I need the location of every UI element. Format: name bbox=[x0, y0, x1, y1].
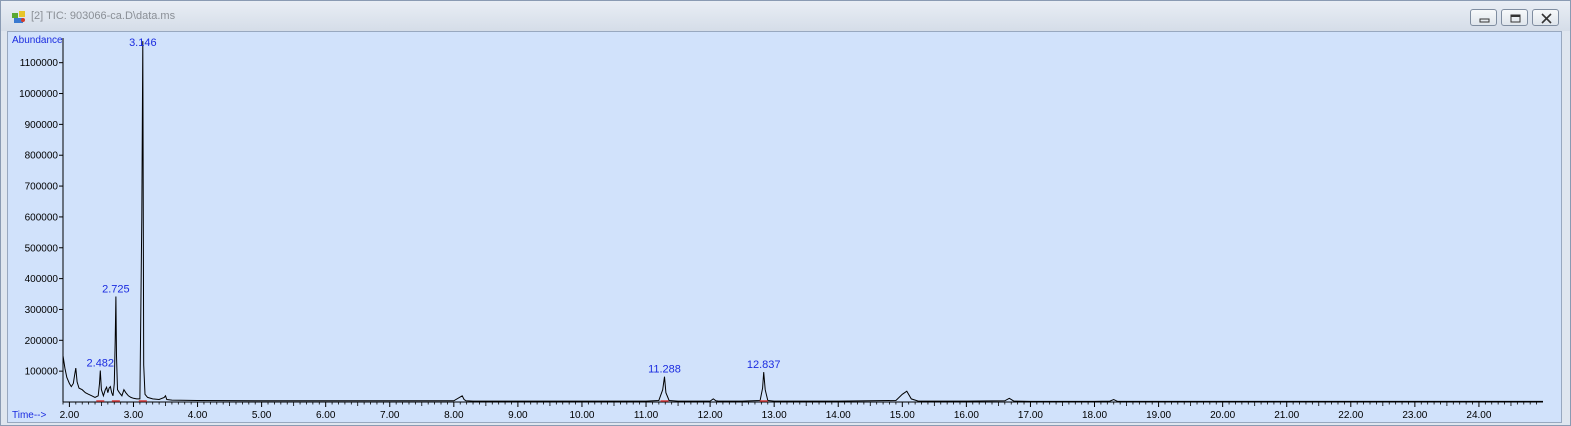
x-tick-label: 15.00 bbox=[890, 410, 915, 421]
chart-marks: 3.146 2.725 2.482 11.288 12.837 bbox=[62, 37, 1543, 402]
tic-trace-line bbox=[62, 41, 1543, 402]
y-tick-label: 800000 bbox=[25, 151, 59, 162]
x-tick-label: 18.00 bbox=[1082, 410, 1107, 421]
x-tick-label: 12.00 bbox=[698, 410, 723, 421]
x-tick-label: 22.00 bbox=[1338, 410, 1363, 421]
x-tick-label: 20.00 bbox=[1210, 410, 1235, 421]
peak-label: 12.837 bbox=[747, 359, 781, 371]
title-bar[interactable]: [2] TIC: 903066-ca.D\data.ms bbox=[1, 1, 1570, 31]
y-tick-label: 400000 bbox=[25, 274, 59, 285]
y-tick-label: 300000 bbox=[25, 305, 59, 316]
maximize-button[interactable] bbox=[1501, 9, 1528, 26]
peak-label: 11.288 bbox=[648, 364, 681, 376]
peak-label: 3.146 bbox=[129, 37, 157, 49]
y-tick-label: 600000 bbox=[25, 212, 59, 223]
y-tick-label: 500000 bbox=[25, 243, 59, 254]
y-tick-label: 1000000 bbox=[19, 89, 58, 100]
x-tick-label: 2.00 bbox=[60, 410, 80, 421]
x-tick-label: 5.00 bbox=[252, 410, 272, 421]
x-tick-label: 13.00 bbox=[762, 410, 787, 421]
x-tick-label: 4.00 bbox=[188, 410, 208, 421]
x-tick-label: 8.00 bbox=[444, 410, 464, 421]
x-tick-label: 7.00 bbox=[380, 410, 400, 421]
peak-label: 2.482 bbox=[87, 358, 115, 370]
y-tick-label: 1100000 bbox=[20, 58, 59, 69]
x-tick-label: 3.00 bbox=[124, 410, 144, 421]
x-tick-label: 14.00 bbox=[826, 410, 851, 421]
close-icon bbox=[1541, 13, 1552, 24]
x-tick-label: 17.00 bbox=[1018, 410, 1043, 421]
y-tick-label: 700000 bbox=[25, 182, 59, 193]
x-tick-label: 16.00 bbox=[954, 410, 979, 421]
x-axis-label: Time--> bbox=[12, 410, 47, 421]
x-tick-label: 24.00 bbox=[1466, 410, 1491, 421]
axes: 100000 200000 300000 400000 500000 600000 7000… bbox=[19, 38, 1543, 421]
x-tick-label: 11.00 bbox=[634, 410, 659, 421]
peak-label: 2.725 bbox=[102, 284, 130, 296]
x-tick-label: 9.00 bbox=[508, 410, 528, 421]
maximize-icon bbox=[1510, 14, 1521, 23]
chromatogram-plot-area[interactable]: 100000 200000 300000 400000 500000 600000 7000… bbox=[7, 31, 1562, 423]
minimize-button[interactable] bbox=[1470, 9, 1497, 26]
x-tick-label: 6.00 bbox=[316, 410, 336, 421]
window-title: [2] TIC: 903066-ca.D\data.ms bbox=[31, 10, 176, 22]
chromatogram-app-icon bbox=[12, 11, 25, 23]
x-tick-label: 21.00 bbox=[1274, 410, 1299, 421]
x-tick-label: 19.00 bbox=[1146, 410, 1171, 421]
x-tick-label: 10.00 bbox=[569, 410, 594, 421]
y-axis-label: Abundance bbox=[12, 35, 63, 46]
close-button[interactable] bbox=[1532, 9, 1559, 26]
tic-chromatogram: 100000 200000 300000 400000 500000 600000 7000… bbox=[12, 35, 1543, 421]
x-tick-label: 23.00 bbox=[1402, 410, 1427, 421]
y-tick-label: 900000 bbox=[25, 120, 59, 131]
y-tick-label: 100000 bbox=[25, 367, 59, 378]
y-tick-label: 200000 bbox=[25, 336, 59, 347]
minimize-icon bbox=[1479, 18, 1490, 23]
